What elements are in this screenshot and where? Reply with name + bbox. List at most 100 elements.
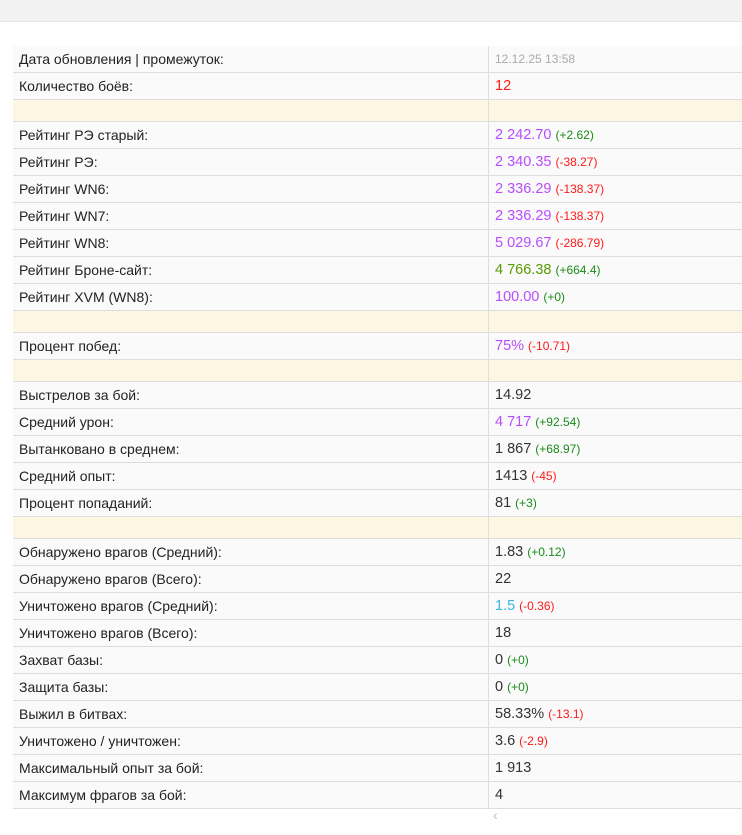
row-label: Выжил в битвах: — [13, 701, 489, 727]
row-value-cell — [489, 517, 742, 538]
table-row: Выжил в битвах: 58.33% (-13.1) — [13, 701, 742, 728]
separator-row — [13, 311, 742, 333]
row-label: Рейтинг Броне-сайт: — [13, 257, 489, 283]
row-label: Уничтожено врагов (Средний): — [13, 593, 489, 619]
row-value: 22 — [495, 571, 512, 587]
row-value: 81 — [495, 495, 512, 511]
row-delta: (-138.37) — [555, 209, 605, 223]
row-value-cell: 0 (+0) — [489, 674, 742, 700]
table-row: Количество боёв: 12 — [13, 73, 742, 100]
table-row: Защита базы: 0 (+0) — [13, 674, 742, 701]
row-value-cell: 12 — [489, 73, 742, 99]
row-value: 4 766.38 — [495, 262, 552, 278]
row-value: 1413 — [495, 468, 528, 484]
row-value-cell: 4 — [489, 782, 742, 808]
row-label: Обнаружено врагов (Средний): — [13, 539, 489, 565]
row-value: 58.33% — [495, 706, 545, 722]
table-row: Процент побед: 75% (-10.71) — [13, 333, 742, 360]
row-value: 1 867 — [495, 441, 532, 457]
row-label: Уничтожено врагов (Всего): — [13, 620, 489, 646]
row-value: 4 — [495, 787, 504, 803]
row-label: Обнаружено врагов (Всего): — [13, 566, 489, 592]
row-label: Рейтинг WN6: — [13, 176, 489, 202]
horizontal-scrollbar[interactable]: ‹ — [489, 807, 742, 823]
row-label: Уничтожено / уничтожен: — [13, 728, 489, 754]
table-row: Дата обновления | промежуток: 12.12.25 13… — [13, 46, 742, 73]
row-delta: (-286.79) — [555, 236, 605, 250]
table-row: Обнаружено врагов (Всего): 22 — [13, 566, 742, 593]
row-label: Средний опыт: — [13, 463, 489, 489]
stats-table: Дата обновления | промежуток: 12.12.25 13… — [13, 46, 742, 809]
separator-row — [13, 517, 742, 539]
row-label: Рейтинг XVM (WN8): — [13, 284, 489, 310]
table-row: Процент попаданий: 81 (+3) — [13, 490, 742, 517]
table-row: Обнаружено врагов (Средний): 1.83 (+0.12) — [13, 539, 742, 566]
table-row: Уничтожено / уничтожен: 3.6 (-2.9) — [13, 728, 742, 755]
row-label — [13, 311, 489, 332]
row-value: 5 029.67 — [495, 235, 552, 251]
row-value-cell: 0 (+0) — [489, 647, 742, 673]
row-value-cell: 1 913 — [489, 755, 742, 781]
table-row: Средний опыт: 1413 (-45) — [13, 463, 742, 490]
row-delta: (-45) — [531, 469, 557, 483]
row-delta: (+0) — [507, 680, 529, 694]
row-value: 75% — [495, 338, 525, 354]
row-label: Выстрелов за бой: — [13, 382, 489, 408]
row-value-cell: 3.6 (-2.9) — [489, 728, 742, 754]
row-value-cell: 58.33% (-13.1) — [489, 701, 742, 727]
row-value-cell: 2 336.29 (-138.37) — [489, 203, 742, 229]
table-row: Рейтинг WN7: 2 336.29 (-138.37) — [13, 203, 742, 230]
row-delta: (-2.9) — [519, 734, 548, 748]
row-value-cell: 12.12.25 13:58 — [489, 46, 742, 72]
row-value-cell: 2 336.29 (-138.37) — [489, 176, 742, 202]
row-label: Рейтинг WN7: — [13, 203, 489, 229]
row-value: 1.5 — [495, 598, 516, 614]
row-value-cell: 1413 (-45) — [489, 463, 742, 489]
row-value-cell: 22 — [489, 566, 742, 592]
table-row: Рейтинг РЭ: 2 340.35 (-38.27) — [13, 149, 742, 176]
row-label: Процент побед: — [13, 333, 489, 359]
row-value-cell: 2 242.70 (+2.62) — [489, 122, 742, 148]
table-row: Максимальный опыт за бой: 1 913 — [13, 755, 742, 782]
row-delta: (+2.62) — [555, 128, 594, 142]
table-row: Вытанковано в среднем: 1 867 (+68.97) — [13, 436, 742, 463]
row-label: Защита базы: — [13, 674, 489, 700]
row-value-cell: 5 029.67 (-286.79) — [489, 230, 742, 256]
row-value: 3.6 — [495, 733, 516, 749]
row-label — [13, 360, 489, 381]
row-value-cell: 100.00 (+0) — [489, 284, 742, 310]
row-value-cell: 1.5 (-0.36) — [489, 593, 742, 619]
row-value-cell: 18 — [489, 620, 742, 646]
row-label: Средний урон: — [13, 409, 489, 435]
row-value-cell — [489, 311, 742, 332]
row-value: 4 717 — [495, 414, 532, 430]
row-value-cell: 14.92 — [489, 382, 742, 408]
row-delta: (+664.4) — [555, 263, 601, 277]
row-value: 1.83 — [495, 544, 524, 560]
row-value-cell — [489, 360, 742, 381]
row-value: 2 336.29 — [495, 208, 552, 224]
row-label: Рейтинг РЭ старый: — [13, 122, 489, 148]
row-delta: (+68.97) — [535, 442, 581, 456]
row-label: Рейтинг РЭ: — [13, 149, 489, 175]
row-value: 2 336.29 — [495, 181, 552, 197]
table-row: Уничтожено врагов (Средний): 1.5 (-0.36) — [13, 593, 742, 620]
table-row: Рейтинг XVM (WN8): 100.00 (+0) — [13, 284, 742, 311]
row-value: 12.12.25 13:58 — [495, 52, 576, 66]
row-value-cell: 1 867 (+68.97) — [489, 436, 742, 462]
row-value-cell: 2 340.35 (-38.27) — [489, 149, 742, 175]
table-row: Уничтожено врагов (Всего): 18 — [13, 620, 742, 647]
chevron-left-icon[interactable]: ‹ — [493, 807, 498, 823]
row-value-cell: 1.83 (+0.12) — [489, 539, 742, 565]
row-delta: (-0.36) — [519, 599, 555, 613]
row-value: 14.92 — [495, 387, 532, 403]
row-value: 0 — [495, 652, 504, 668]
row-label: Количество боёв: — [13, 73, 489, 99]
row-label: Максимальный опыт за бой: — [13, 755, 489, 781]
row-label: Вытанковано в среднем: — [13, 436, 489, 462]
row-delta: (+92.54) — [535, 415, 581, 429]
row-delta: (+0) — [507, 653, 529, 667]
table-row: Средний урон: 4 717 (+92.54) — [13, 409, 742, 436]
table-row: Рейтинг WN8: 5 029.67 (-286.79) — [13, 230, 742, 257]
row-value: 2 340.35 — [495, 154, 552, 170]
